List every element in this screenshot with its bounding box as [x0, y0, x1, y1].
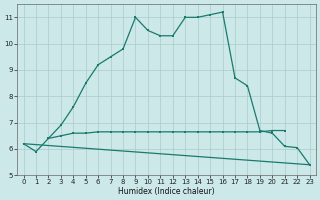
X-axis label: Humidex (Indice chaleur): Humidex (Indice chaleur) [118, 187, 215, 196]
